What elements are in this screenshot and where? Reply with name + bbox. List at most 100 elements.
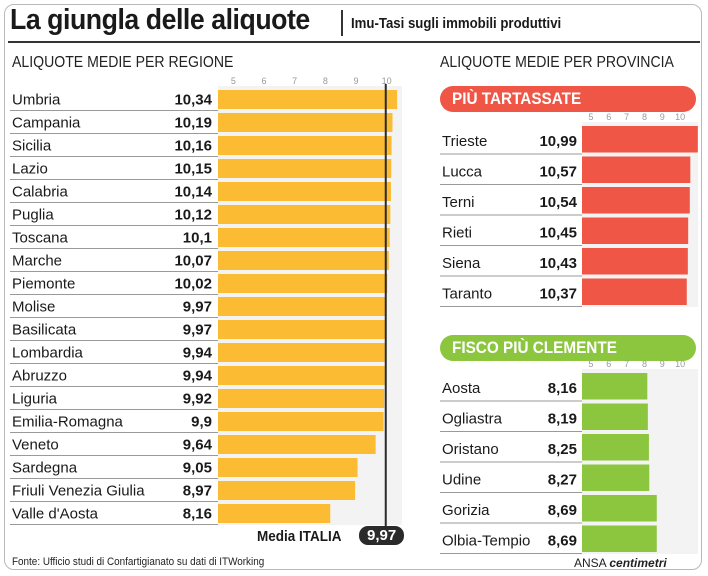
region-tick-label: 10: [382, 76, 392, 86]
top-category-label: Trieste: [442, 133, 487, 150]
bottom-category-label: Olbia-Tempio: [442, 532, 530, 549]
region-value-label: 9,9: [191, 414, 212, 431]
region-category-label: Lazio: [12, 161, 48, 178]
bottom-tick-label: 9: [660, 359, 665, 369]
top-tick-label: 8: [642, 112, 647, 122]
bottom-value-label: 8,16: [548, 380, 577, 397]
region-bar: [218, 113, 393, 132]
region-category-label: Emilia-Romagna: [12, 414, 124, 431]
bottom-value-label: 8,69: [548, 502, 577, 519]
bottom-bar: [582, 525, 657, 552]
region-bar: [218, 182, 391, 201]
bottom-bar: [582, 464, 650, 491]
bottom-tick-label: 10: [675, 359, 685, 369]
region-tick-label: 8: [323, 76, 328, 86]
top-bar: [582, 187, 690, 214]
region-value-label: 10,07: [174, 253, 212, 270]
bottom-value-label: 8,25: [548, 441, 577, 458]
region-value-label: 9,92: [183, 391, 212, 408]
top-bar: [582, 126, 698, 153]
top-value-label: 10,57: [539, 163, 577, 180]
national-mean: Media ITALIA 9,97: [257, 526, 405, 545]
top-category-label: Terni: [442, 194, 475, 211]
region-bar: [218, 90, 398, 109]
mean-value-badge: 9,97: [359, 526, 405, 545]
bottom-category-label: Aosta: [442, 380, 481, 397]
top-tick-label: 9: [660, 112, 665, 122]
region-category-label: Piemonte: [12, 276, 75, 293]
bottom-category-label: Udine: [442, 471, 481, 488]
brand-prefix: ANSA: [574, 556, 607, 570]
region-value-label: 9,94: [183, 368, 213, 385]
bottom-bar: [582, 495, 657, 522]
page-subtitle: Imu-Tasi sugli immobili produttivi: [351, 15, 562, 32]
region-value-label: 10,34: [174, 92, 212, 109]
region-bar: [218, 274, 388, 293]
bottom-category-label: Ogliastra: [442, 410, 503, 427]
region-value-label: 8,16: [183, 506, 212, 523]
brand-name: centimetri: [609, 556, 667, 570]
region-category-label: Calabria: [12, 184, 69, 201]
region-category-label: Campania: [12, 115, 81, 132]
region-value-label: 10,02: [174, 276, 212, 293]
top-category-label: Siena: [442, 255, 481, 272]
top-bar: [582, 156, 691, 183]
region-bar: [218, 343, 385, 362]
region-bar: [218, 435, 376, 454]
top-value-label: 10,45: [539, 224, 577, 241]
region-category-label: Marche: [12, 253, 62, 270]
bottom-tick-label: 5: [588, 359, 593, 369]
region-tick-label: 7: [292, 76, 297, 86]
top-value-label: 10,37: [539, 285, 577, 302]
region-value-label: 10,12: [174, 207, 212, 224]
top-value-label: 10,54: [539, 194, 577, 211]
region-bar: [218, 412, 384, 431]
bottom-bar: [582, 373, 648, 400]
region-value-label: 10,1: [183, 230, 212, 247]
region-category-label: Puglia: [12, 207, 54, 224]
bottom-bar: [582, 403, 648, 430]
region-category-label: Sardegna: [12, 460, 78, 477]
region-bar: [218, 136, 392, 155]
bottom-value-label: 8,19: [548, 410, 577, 427]
top-tick-label: 7: [624, 112, 629, 122]
title-separator: [341, 10, 343, 36]
region-section-title: ALIQUOTE MEDIE PER REGIONE: [12, 54, 234, 71]
region-category-label: Lombardia: [12, 345, 84, 362]
title-rule: [8, 41, 700, 43]
bottom-banner-label: FISCO PIÙ CLEMENTE: [452, 338, 617, 357]
top-category-label: Lucca: [442, 163, 483, 180]
region-category-label: Molise: [12, 299, 55, 316]
top-value-label: 10,99: [539, 133, 577, 150]
region-value-label: 10,15: [174, 161, 212, 178]
region-value-label: 9,05: [183, 460, 212, 477]
top-bar: [582, 278, 687, 305]
top-provinces-banner: PIÙ TARTASSATE: [440, 86, 696, 112]
page-title: La giungla delle aliquote: [10, 4, 310, 36]
region-bar: [218, 366, 385, 385]
bottom-category-label: Gorizia: [442, 502, 490, 519]
region-bar: [218, 458, 358, 477]
top-tick-label: 5: [588, 112, 593, 122]
bottom-value-label: 8,27: [548, 471, 577, 488]
region-category-label: Umbria: [12, 92, 61, 109]
region-category-label: Abruzzo: [12, 368, 67, 385]
top-category-label: Taranto: [442, 285, 492, 302]
region-category-label: Liguria: [12, 391, 58, 408]
region-value-label: 9,97: [183, 299, 212, 316]
region-bar: [218, 251, 389, 270]
bottom-bar: [582, 434, 649, 461]
top-tick-label: 10: [675, 112, 685, 122]
brand-logo: ANSA centimetri: [574, 556, 667, 570]
region-category-label: Sicilia: [12, 138, 52, 155]
region-bar: [218, 205, 391, 224]
region-bar: [218, 389, 385, 408]
region-bar: [218, 481, 356, 500]
region-tick-label: 6: [261, 76, 266, 86]
region-tick-label: 5: [231, 76, 236, 86]
region-category-label: Veneto: [12, 437, 59, 454]
region-category-label: Friuli Venezia Giulia: [12, 483, 145, 500]
top-banner-label: PIÙ TARTASSATE: [452, 89, 582, 108]
province-section-title: ALIQUOTE MEDIE PER PROVINCIA: [440, 54, 674, 71]
